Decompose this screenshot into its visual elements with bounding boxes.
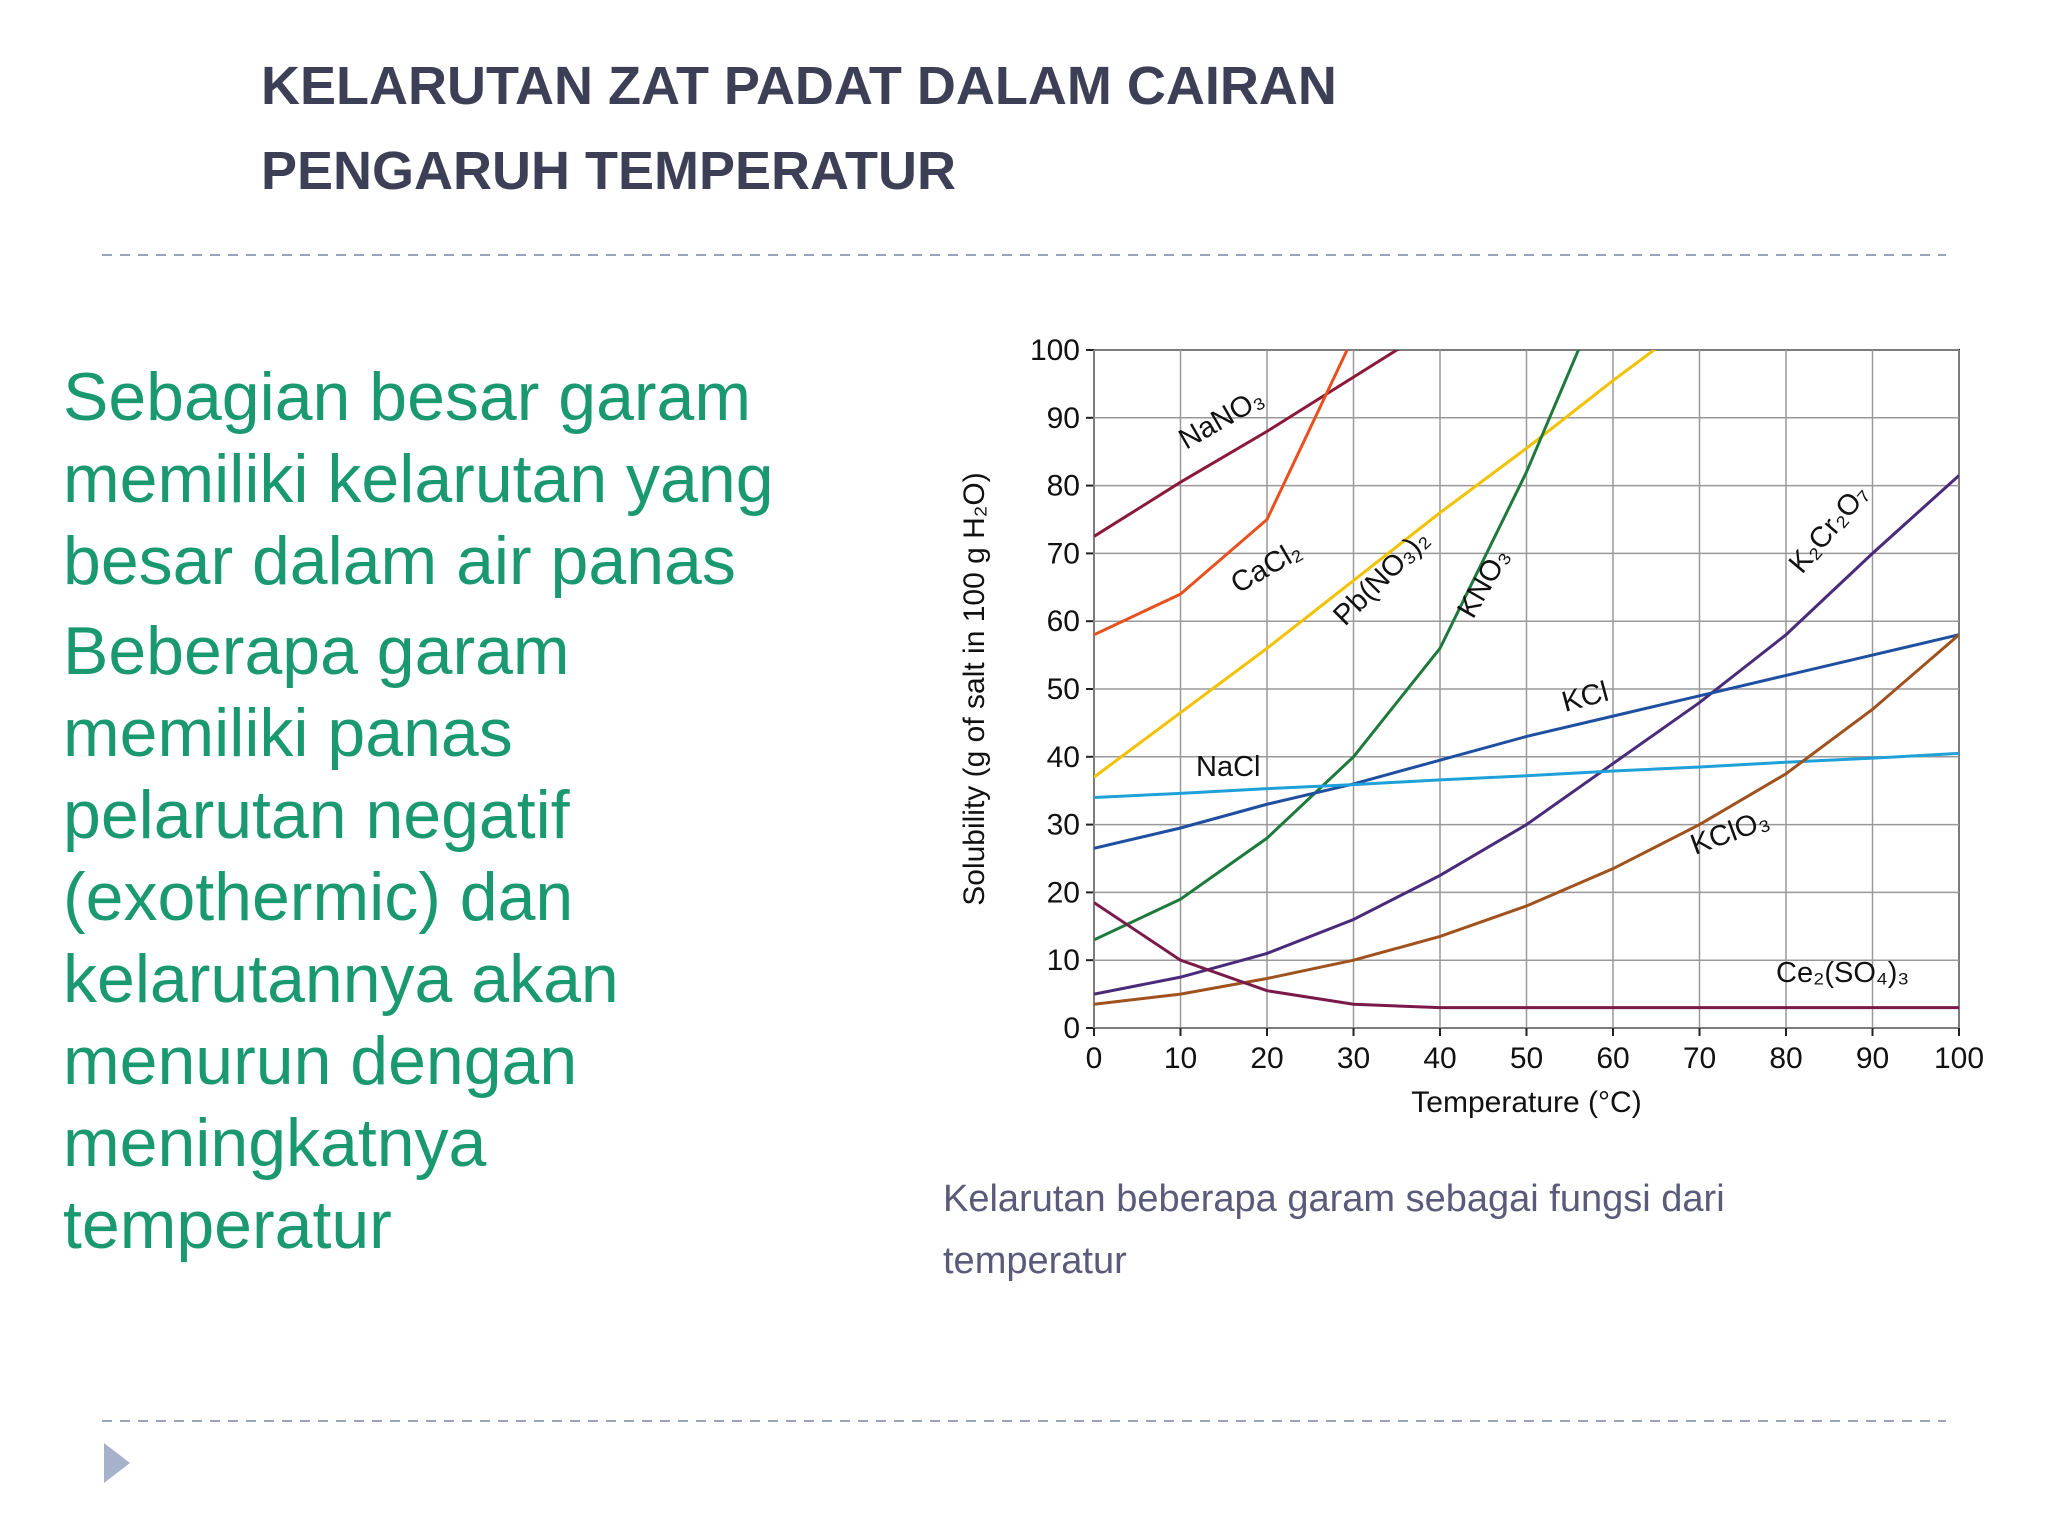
figure-caption: temperatur <box>943 1240 1127 1282</box>
y-tick-label: 100 <box>1030 334 1080 367</box>
series-line <box>1094 350 1349 637</box>
bullet-text: memiliki panas <box>63 695 513 771</box>
series-line <box>1094 901 1959 1010</box>
y-tick-label: 60 <box>1047 605 1080 638</box>
bullet-text: Beberapa garam <box>63 613 570 689</box>
series-label: Ce₂(SO₄)₃ <box>1776 957 1909 989</box>
slide-title: KELARUTAN ZAT PADAT DALAM CAIRAN <box>261 56 1337 116</box>
x-tick-label: 20 <box>1250 1042 1283 1075</box>
y-tick-label: 80 <box>1047 470 1080 503</box>
x-tick-label: 70 <box>1683 1042 1716 1075</box>
y-tick-label: 70 <box>1047 537 1080 570</box>
series-line <box>1094 350 1400 538</box>
series-line <box>1094 474 1959 996</box>
y-tick-label: 90 <box>1047 402 1080 435</box>
y-tick-label: 0 <box>1063 1012 1080 1045</box>
x-tick-label: 100 <box>1934 1042 1984 1075</box>
x-tick-label: 30 <box>1337 1042 1370 1075</box>
series-line <box>1094 633 1959 850</box>
y-tick-label: 30 <box>1047 809 1080 842</box>
bullet-text: Sebagian besar garam <box>63 359 751 435</box>
bullet-text: menurun dengan <box>63 1023 577 1099</box>
series-line <box>1094 350 1657 779</box>
x-tick-label: 0 <box>1086 1042 1103 1075</box>
y-tick-label: 50 <box>1047 673 1080 706</box>
bullet-text: meningkatnya <box>63 1105 487 1181</box>
bullet-text: pelarutan negatif <box>63 777 570 853</box>
y-tick-label: 40 <box>1047 741 1080 774</box>
x-tick-label: 50 <box>1510 1042 1543 1075</box>
slide-title: PENGARUH TEMPERATUR <box>261 141 956 201</box>
bullet-text: memiliki kelarutan yang <box>63 441 774 517</box>
x-tick-label: 60 <box>1596 1042 1629 1075</box>
plot-lines <box>1094 350 1959 1010</box>
bullet-text: besar dalam air panas <box>63 523 736 599</box>
x-tick-label: 10 <box>1164 1042 1197 1075</box>
bullet-text: temperatur <box>63 1187 392 1263</box>
x-tick-label: 90 <box>1856 1042 1889 1075</box>
nav-arrow <box>104 1443 130 1483</box>
y-axis-label: Solubility (g of salt in 100 g H₂O) <box>958 472 991 906</box>
figure-caption: Kelarutan beberapa garam sebagai fungsi … <box>943 1178 1725 1220</box>
x-tick-label: 80 <box>1769 1042 1802 1075</box>
series-line <box>1094 350 1581 942</box>
y-tick-label: 20 <box>1047 876 1080 909</box>
series-line <box>1094 751 1959 799</box>
series-label: NaCl <box>1196 751 1260 783</box>
x-tick-label: 40 <box>1423 1042 1456 1075</box>
series-line <box>1094 633 1959 1006</box>
y-tick-label: 10 <box>1047 944 1080 977</box>
x-axis-label: Temperature (°C) <box>1411 1086 1641 1119</box>
bullet-text: kelarutannya akan <box>63 941 619 1017</box>
bullet-text: (exothermic) dan <box>63 859 573 935</box>
